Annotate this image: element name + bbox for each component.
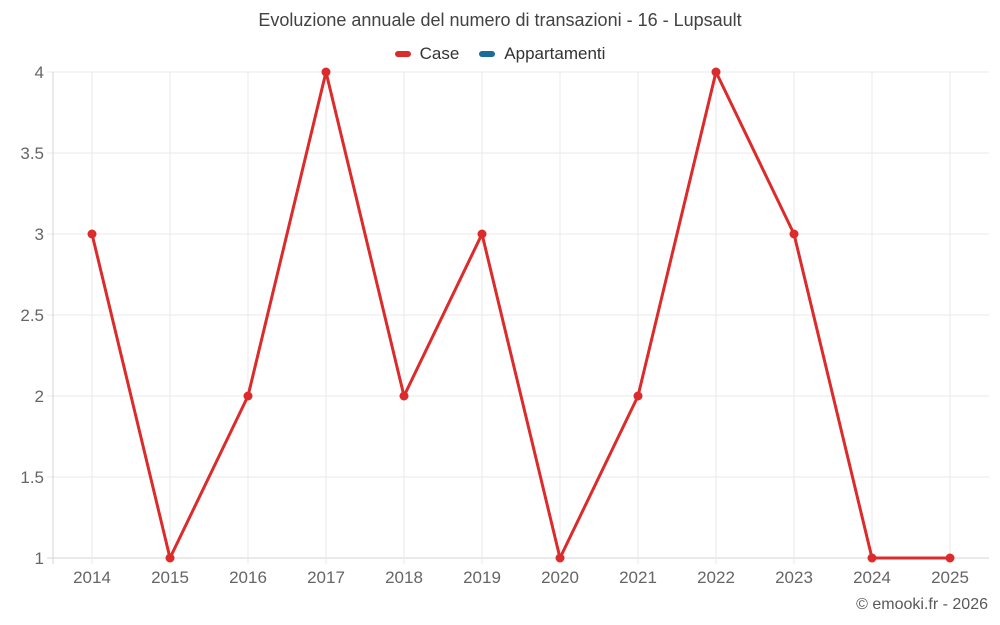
series-line-case [90, 70, 952, 560]
x-tick-label: 2025 [931, 568, 969, 587]
data-point-case-2020[interactable] [555, 553, 565, 563]
y-tick-label: 2 [35, 387, 44, 406]
x-tick-label: 2019 [463, 568, 501, 587]
x-tick-label: 2022 [697, 568, 735, 587]
data-point-case-2022[interactable] [711, 67, 721, 77]
data-point-case-2017[interactable] [321, 67, 331, 77]
credit-link[interactable]: © emooki.fr - 2026 [856, 596, 988, 613]
legend-swatch-case [394, 51, 411, 57]
data-point-case-2014[interactable] [87, 229, 97, 239]
legend-item-case[interactable]: Case [394, 44, 460, 64]
legend-swatch-appartamenti [479, 51, 496, 57]
data-point-case-2025[interactable] [945, 553, 955, 563]
y-tick-label: 3 [35, 225, 44, 244]
legend: Case Appartamenti [0, 44, 1000, 64]
chart-title: Evoluzione annuale del numero di transaz… [258, 10, 742, 30]
y-tick-label: 1 [35, 549, 44, 568]
x-tick-label: 2016 [229, 568, 267, 587]
x-tick-label: 2015 [151, 568, 189, 587]
x-tick-label: 2020 [541, 568, 579, 587]
y-tick-label: 4 [35, 63, 44, 82]
x-tick-label: 2014 [73, 568, 111, 587]
x-tick-label: 2024 [853, 568, 891, 587]
legend-label: Case [419, 44, 460, 63]
x-tick-label: 2018 [385, 568, 423, 587]
data-point-case-2018[interactable] [399, 391, 409, 401]
data-point-case-2023[interactable] [789, 229, 799, 239]
legend-item-appartamenti[interactable]: Appartamenti [479, 44, 605, 64]
data-point-case-2024[interactable] [867, 553, 877, 563]
x-tick-label: 2021 [619, 568, 657, 587]
x-tick-label: 2017 [307, 568, 345, 587]
data-point-case-2016[interactable] [243, 391, 253, 401]
y-tick-label: 1.5 [20, 468, 44, 487]
legend-label: Appartamenti [504, 44, 606, 63]
y-tick-label: 3.5 [20, 144, 44, 163]
data-point-case-2021[interactable] [633, 391, 643, 401]
x-tick-label: 2023 [775, 568, 813, 587]
data-point-case-2019[interactable] [477, 229, 487, 239]
data-point-case-2015[interactable] [165, 553, 175, 563]
y-tick-label: 2.5 [20, 306, 44, 325]
